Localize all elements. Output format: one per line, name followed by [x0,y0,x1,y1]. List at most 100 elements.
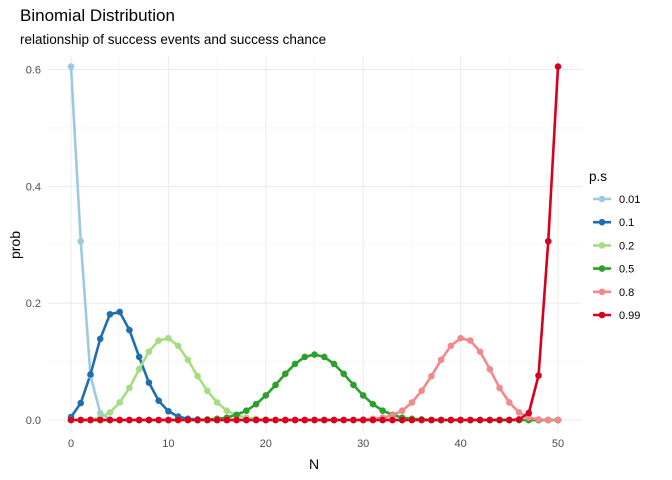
data-point-0.2 [126,384,133,392]
data-point-0.99 [544,237,552,245]
data-point-0.8 [486,365,494,373]
legend-key-point-0.2 [598,242,606,249]
data-point-0.1 [126,326,133,334]
data-point-0.99 [223,416,231,424]
data-point-0.99 [467,416,474,424]
legend-label-0.1: 0.1 [619,217,634,229]
x-tick-label: 40 [454,438,466,450]
legend-label-0.5: 0.5 [619,264,634,276]
data-point-0.5 [359,392,367,399]
data-point-0.99 [447,416,455,424]
data-point-0.99 [398,416,406,424]
y-tick-label: 0.2 [26,298,41,310]
legend-label-0.2: 0.2 [619,240,634,252]
legend-label-0.99: 0.99 [619,310,640,322]
data-point-0.5 [330,360,338,368]
data-point-0.5 [340,370,348,378]
data-point-0.1 [165,407,172,415]
data-point-0.8 [515,409,523,416]
data-point-0.1 [155,397,162,405]
data-point-0.5 [281,370,289,378]
data-point-0.99 [476,416,484,424]
data-point-0.99 [301,416,309,424]
y-axis-ticks: 0.0 0.2 0.4 0.6 [26,65,41,428]
x-axis-ticks: 0 10 20 30 40 50 [68,438,564,450]
data-point-0.01 [96,409,104,417]
data-point-0.1 [96,335,104,343]
data-point-0.2 [174,342,182,350]
data-point-0.01 [77,237,85,245]
data-point-0.5 [262,392,270,399]
data-point-0.2 [106,409,114,416]
y-tick-label: 0.4 [26,181,41,193]
data-point-0.99 [145,416,153,424]
legend-key-point-0.5 [598,265,606,272]
data-point-0.99 [243,416,250,424]
data-point-0.8 [506,399,513,406]
data-point-0.5 [350,381,357,389]
data-point-0.99 [408,416,416,424]
data-point-0.99 [389,416,396,424]
legend-key-point-0.99 [598,311,606,319]
data-point-0.2 [213,399,221,406]
legend-key-point-0.1 [598,218,606,226]
chart-subtitle: relationship of success events and succe… [20,32,326,47]
legend-label-0.01: 0.01 [619,194,640,206]
data-point-0.1 [145,379,153,386]
data-point-0.2 [223,407,231,414]
data-point-0.8 [525,414,533,421]
legend: 0.01 0.1 0.2 0.5 0.8 0.99 [593,194,640,322]
data-point-0.99 [418,416,425,424]
legend-key-point-0.8 [598,288,606,296]
data-point-0.99 [379,416,386,424]
data-point-0.99 [87,416,94,424]
data-point-0.5 [369,400,377,408]
data-point-0.2 [155,337,162,344]
data-point-0.99 [281,416,289,424]
x-tick-label: 20 [260,438,272,450]
data-point-0.8 [428,372,435,380]
data-point-0.8 [554,416,562,424]
data-point-0.8 [447,342,455,350]
data-point-0.99 [457,416,464,424]
y-tick-label: 0.0 [26,415,41,427]
data-point-0.99 [515,416,523,423]
data-point-0.5 [320,353,328,361]
data-point-0.1 [77,399,85,407]
data-point-0.1 [87,371,94,378]
series-points [67,63,562,424]
legend-label-0.8: 0.8 [619,287,634,299]
data-point-0.99 [486,416,494,424]
data-point-0.8 [496,384,503,392]
data-point-0.2 [204,387,211,395]
data-point-0.99 [116,416,123,424]
data-point-0.99 [155,416,162,424]
legend-key-point-0.01 [598,195,606,203]
data-point-0.99 [194,416,201,424]
data-point-0.99 [320,416,328,424]
data-point-0.99 [126,416,133,424]
data-point-0.5 [291,360,299,368]
data-point-0.99 [359,416,367,424]
data-point-0.8 [535,416,542,423]
legend-title: p.s [589,169,607,184]
data-point-0.99 [291,416,299,424]
y-axis-title: prob [7,231,23,259]
data-point-0.99 [96,416,104,424]
data-point-0.8 [437,356,445,364]
data-point-0.5 [311,351,318,358]
data-point-0.99 [77,416,85,424]
x-axis-title: N [309,456,319,472]
data-point-0.99 [165,416,172,424]
data-point-0.8 [418,387,425,395]
data-point-0.99 [213,416,221,424]
data-point-0.8 [457,334,464,342]
data-point-0.99 [496,416,503,424]
x-tick-label: 10 [162,438,174,450]
data-point-0.99 [204,416,211,424]
data-point-0.99 [554,63,562,70]
data-point-0.99 [272,416,279,424]
data-point-0.99 [135,416,143,424]
data-point-0.99 [369,416,377,424]
